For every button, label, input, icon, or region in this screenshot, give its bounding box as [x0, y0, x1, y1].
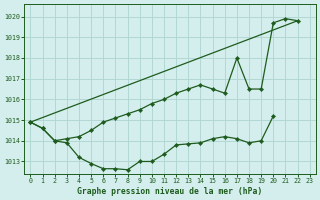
X-axis label: Graphe pression niveau de la mer (hPa): Graphe pression niveau de la mer (hPa)	[77, 187, 263, 196]
